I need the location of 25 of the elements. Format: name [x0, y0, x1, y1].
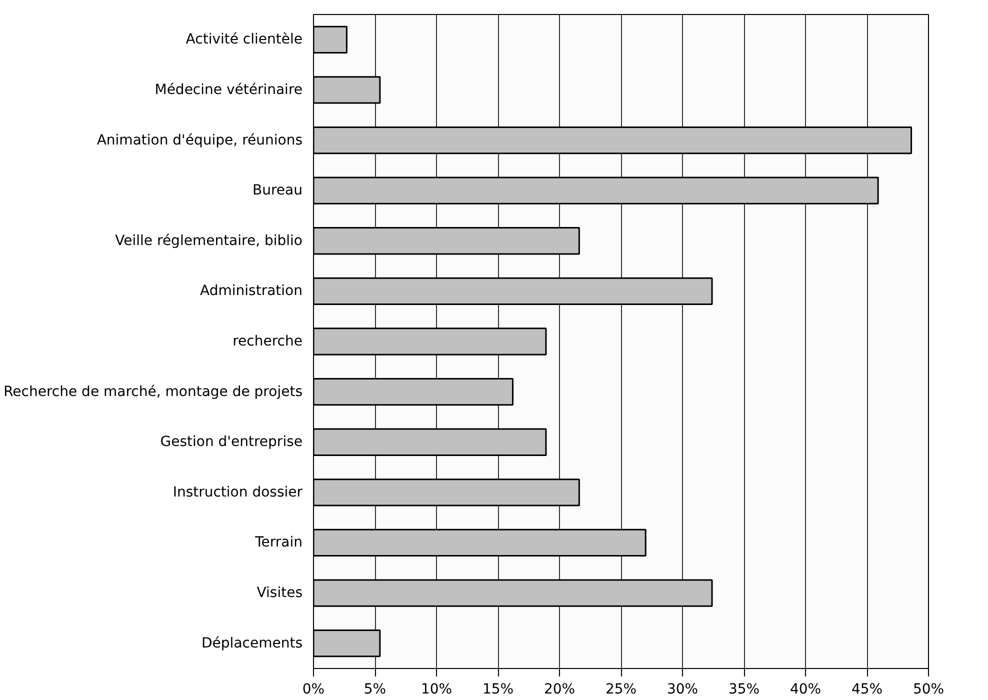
- x-tick-label: 10%: [420, 682, 452, 698]
- x-tick-label: 45%: [851, 682, 883, 698]
- x-tick-label: 5%: [364, 682, 386, 698]
- x-tick-label: 25%: [605, 682, 637, 698]
- x-tick-label: 30%: [666, 682, 698, 698]
- x-tick-label: 15%: [482, 682, 514, 698]
- y-tick-label: Bureau: [252, 182, 303, 199]
- x-tick-label: 35%: [728, 682, 760, 698]
- y-tick-label: Animation d'équipe, réunions: [96, 132, 303, 148]
- y-tick-label: Instruction dossier: [172, 484, 303, 500]
- x-tick-label: 20%: [544, 682, 576, 698]
- x-tick-label: 50%: [912, 682, 944, 698]
- y-tick-label: Visites: [256, 585, 303, 602]
- y-tick-label: Recherche de marché, montage de projets: [4, 384, 303, 400]
- y-tick-label: Veille réglementaire, biblio: [115, 232, 303, 249]
- y-tick-label: recherche: [232, 334, 303, 350]
- y-tick-label: Gestion d'entreprise: [160, 434, 303, 450]
- x-tick-label: 0%: [302, 682, 325, 698]
- bar: [314, 26, 348, 54]
- y-tick-label: Médecine vétérinaire: [154, 82, 302, 98]
- y-tick-label: Administration: [200, 283, 303, 300]
- x-tick-label: 40%: [790, 682, 822, 698]
- y-tick-label: Terrain: [254, 534, 303, 551]
- y-tick-label: Déplacements: [202, 635, 302, 652]
- y-tick-label: Activité clientèle: [186, 32, 302, 48]
